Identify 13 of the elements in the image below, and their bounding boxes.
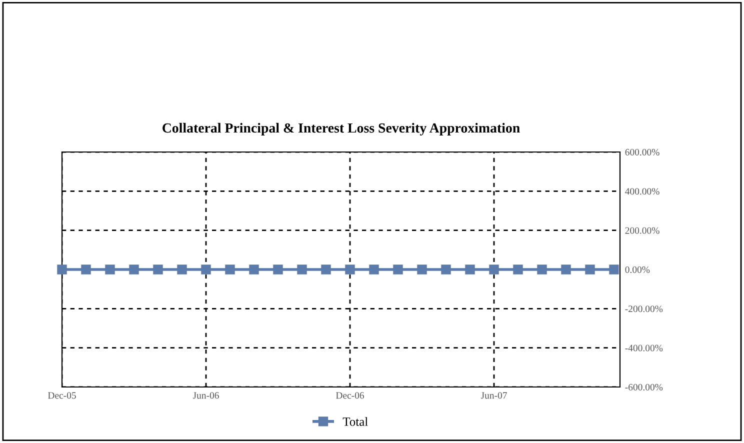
y-tick-label: 0.00% — [625, 266, 650, 274]
x-tick-label: Dec-05 — [48, 392, 76, 399]
y-tick-label: -600.00% — [625, 384, 663, 391]
chart-title: Collateral Principal & Interest Loss Severity Approximation — [162, 122, 520, 136]
y-tick-label: 600.00% — [625, 148, 660, 156]
legend-label: Total — [342, 417, 368, 426]
y-tick-label: 400.00% — [625, 188, 660, 195]
x-tick-label: Dec-06 — [336, 392, 364, 399]
y-tick-label: -200.00% — [625, 306, 663, 312]
x-tick-label: Jun-06 — [192, 392, 219, 399]
x-tick-label: Jun-07 — [480, 392, 507, 399]
y-tick-label: -400.00% — [625, 344, 663, 352]
y-tick-label: 200.00% — [625, 227, 660, 234]
